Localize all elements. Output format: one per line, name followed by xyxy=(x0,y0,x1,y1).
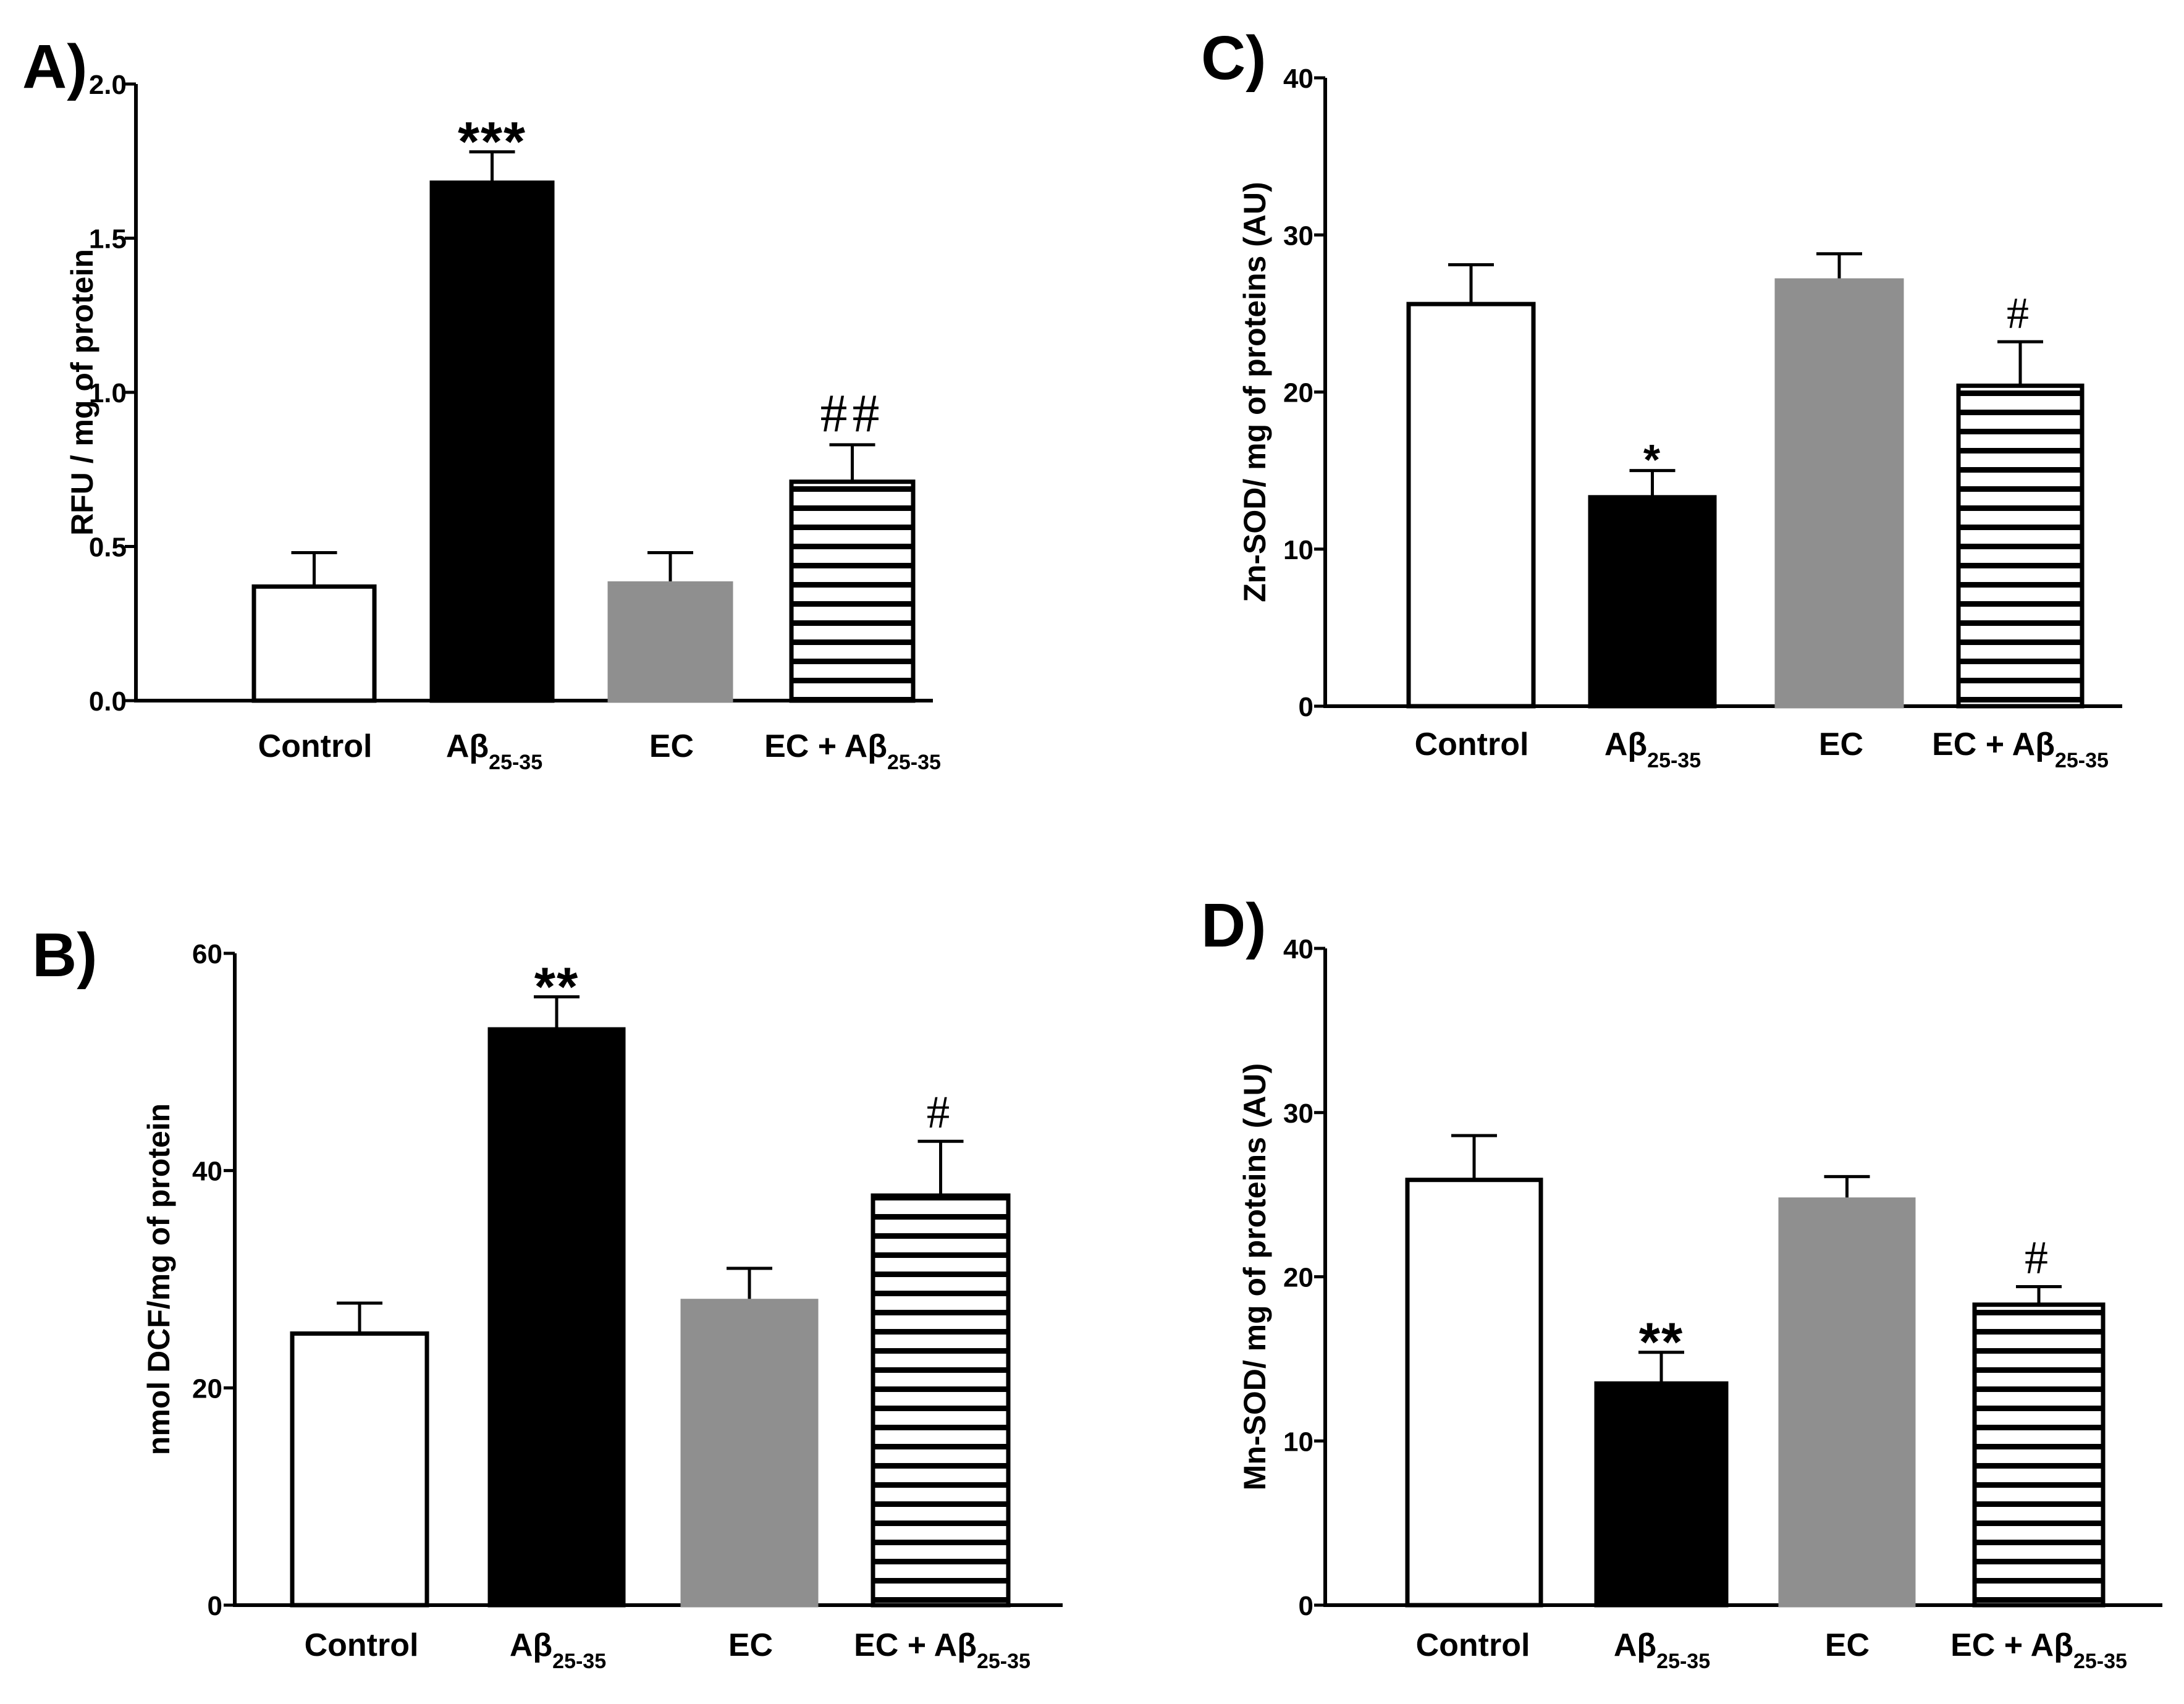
x-category-label: Control xyxy=(1416,1627,1530,1663)
x-category-label: Control xyxy=(305,1627,419,1663)
y-tick-label: 10 xyxy=(1283,1427,1313,1457)
panel-b-chart: B) nmol DCF/mg of protein 0 20 40 60 Control **… xyxy=(32,921,1063,1673)
y-axis-title: Zn-SOD/ mg of proteins (AU) xyxy=(1237,182,1272,602)
bar-ec-a-25-35 xyxy=(1956,383,2085,709)
panel-a-chart: A) RFU / mg of protein 0.0 0.5 1.0 1.5 2.0 Cont… xyxy=(22,32,941,774)
panel-label: B) xyxy=(32,921,98,990)
significance-ec-a-25-35: # xyxy=(927,1087,955,1138)
panel-label: D) xyxy=(1201,891,1267,960)
y-axis-title: nmol DCF/mg of protein xyxy=(141,1103,176,1455)
x-category-label: Aβ25-35 xyxy=(446,728,542,774)
bar-ec-a-25-35 xyxy=(789,479,916,703)
x-category-label: EC + Aβ25-35 xyxy=(764,728,941,774)
bar-control xyxy=(251,584,377,703)
x-category-label: EC xyxy=(1825,1627,1870,1663)
y-tick-label: 20 xyxy=(192,1373,222,1404)
x-category-label: Control xyxy=(1415,727,1529,762)
y-tick-label: 10 xyxy=(1283,535,1313,565)
panel-c-chart: C) Zn-SOD/ mg of proteins (AU) 0 10 20 30 40 Co… xyxy=(1201,23,2122,772)
y-tick-label: 0.5 xyxy=(89,533,127,563)
bar-ec xyxy=(1774,278,1904,709)
x-category-label: Aβ25-35 xyxy=(1604,727,1701,772)
bar-ec xyxy=(680,1299,819,1608)
y-tick-label: 30 xyxy=(1283,1099,1313,1129)
bar-control xyxy=(1405,1178,1543,1608)
y-axis-title: Mn-SOD/ mg of proteins (AU) xyxy=(1237,1063,1272,1491)
significance-ec-a-25-35: ## xyxy=(820,384,885,444)
bar-a-25-35 xyxy=(429,180,555,703)
significance-ec-a-25-35: # xyxy=(2007,289,2034,338)
significance-a-25-35: * xyxy=(1643,436,1661,484)
significance-ec-a-25-35: # xyxy=(2025,1231,2053,1283)
panel-label: A) xyxy=(22,32,88,101)
y-tick-label: 20 xyxy=(1283,1263,1313,1293)
y-tick-label: 0 xyxy=(208,1591,222,1621)
bar-ec-a-25-35 xyxy=(1972,1302,2106,1608)
x-category-label: Aβ25-35 xyxy=(510,1627,606,1673)
x-category-label: EC xyxy=(728,1627,773,1663)
significance-a-25-35: ** xyxy=(1639,1311,1684,1372)
y-tick-label: 1.5 xyxy=(89,224,127,255)
x-category-label: EC + Aβ25-35 xyxy=(1950,1627,2127,1673)
y-tick-label: 20 xyxy=(1283,378,1313,408)
y-tick-label: 1.0 xyxy=(89,378,127,408)
y-tick-label: 40 xyxy=(1283,934,1313,964)
y-tick-label: 0 xyxy=(1299,1591,1313,1621)
x-category-label: EC xyxy=(1819,727,1863,762)
x-category-label: EC + Aβ25-35 xyxy=(854,1627,1031,1673)
bar-control xyxy=(290,1331,429,1608)
x-category-label: Control xyxy=(258,728,373,764)
y-tick-label: 2.0 xyxy=(89,70,127,100)
y-tick-label: 40 xyxy=(192,1157,222,1187)
panel-d-chart: D) Mn-SOD/ mg of proteins (AU) 0 10 20 30 40 Co… xyxy=(1201,891,2162,1673)
x-category-label: EC + Aβ25-35 xyxy=(1932,727,2109,772)
bar-control xyxy=(1406,302,1536,709)
bar-a-25-35 xyxy=(487,1027,626,1608)
x-category-label: Aβ25-35 xyxy=(1614,1627,1710,1673)
bar-ec xyxy=(1778,1197,1916,1608)
bar-ec-a-25-35 xyxy=(871,1193,1011,1608)
y-tick-label: 60 xyxy=(192,939,222,969)
y-tick-label: 30 xyxy=(1283,221,1313,251)
bar-ec xyxy=(607,581,733,703)
bar-a-25-35 xyxy=(1594,1381,1729,1608)
significance-a-25-35: *** xyxy=(458,111,526,173)
panel-label: C) xyxy=(1201,23,1267,93)
bar-a-25-35 xyxy=(1588,495,1717,709)
significance-a-25-35: ** xyxy=(534,956,580,1017)
x-category-label: EC xyxy=(649,728,694,764)
y-tick-label: 0 xyxy=(1299,692,1313,722)
y-axis-title: RFU / mg of protein xyxy=(65,249,99,536)
y-tick-label: 0.0 xyxy=(89,686,127,717)
y-tick-label: 40 xyxy=(1283,64,1313,94)
